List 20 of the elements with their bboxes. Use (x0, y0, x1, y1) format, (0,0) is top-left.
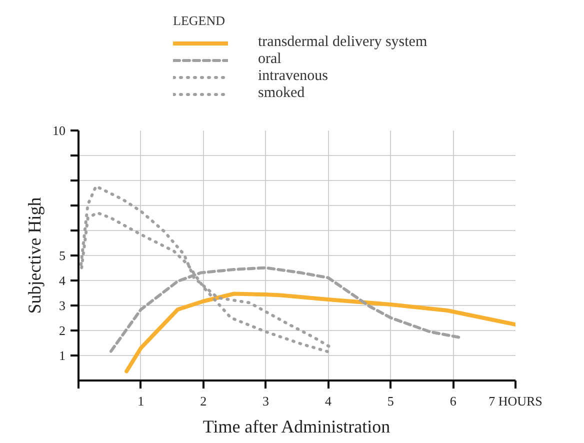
y-tick-label: 5 (59, 248, 66, 263)
x-tick-label: 3 (262, 394, 270, 408)
legend-label: intravenous (258, 68, 328, 85)
y-tick-label: 3 (59, 298, 66, 313)
x-tick-label: 1 (138, 394, 144, 408)
y-axis-title: Subjective High (24, 197, 44, 314)
y-tick-label: 10 (52, 123, 66, 138)
legend-label: oral (258, 51, 282, 68)
x-tick-label: 6 (450, 394, 457, 408)
x-tick-label: 4 (324, 394, 332, 408)
y-tick-label: 1 (59, 348, 66, 363)
y-tick-label: 4 (59, 273, 66, 288)
x-tick-label: 5 (387, 394, 394, 408)
x-tick-label: 7 HOURS (488, 394, 542, 408)
x-axis-title: Time after Administration (202, 416, 390, 436)
legend-label: transdermal delivery system (258, 34, 428, 51)
legend-title: LEGEND (173, 13, 226, 29)
x-tick-label: 2 (200, 394, 207, 408)
y-tick-label: 2 (59, 323, 66, 338)
legend-label: smoked (258, 85, 305, 102)
